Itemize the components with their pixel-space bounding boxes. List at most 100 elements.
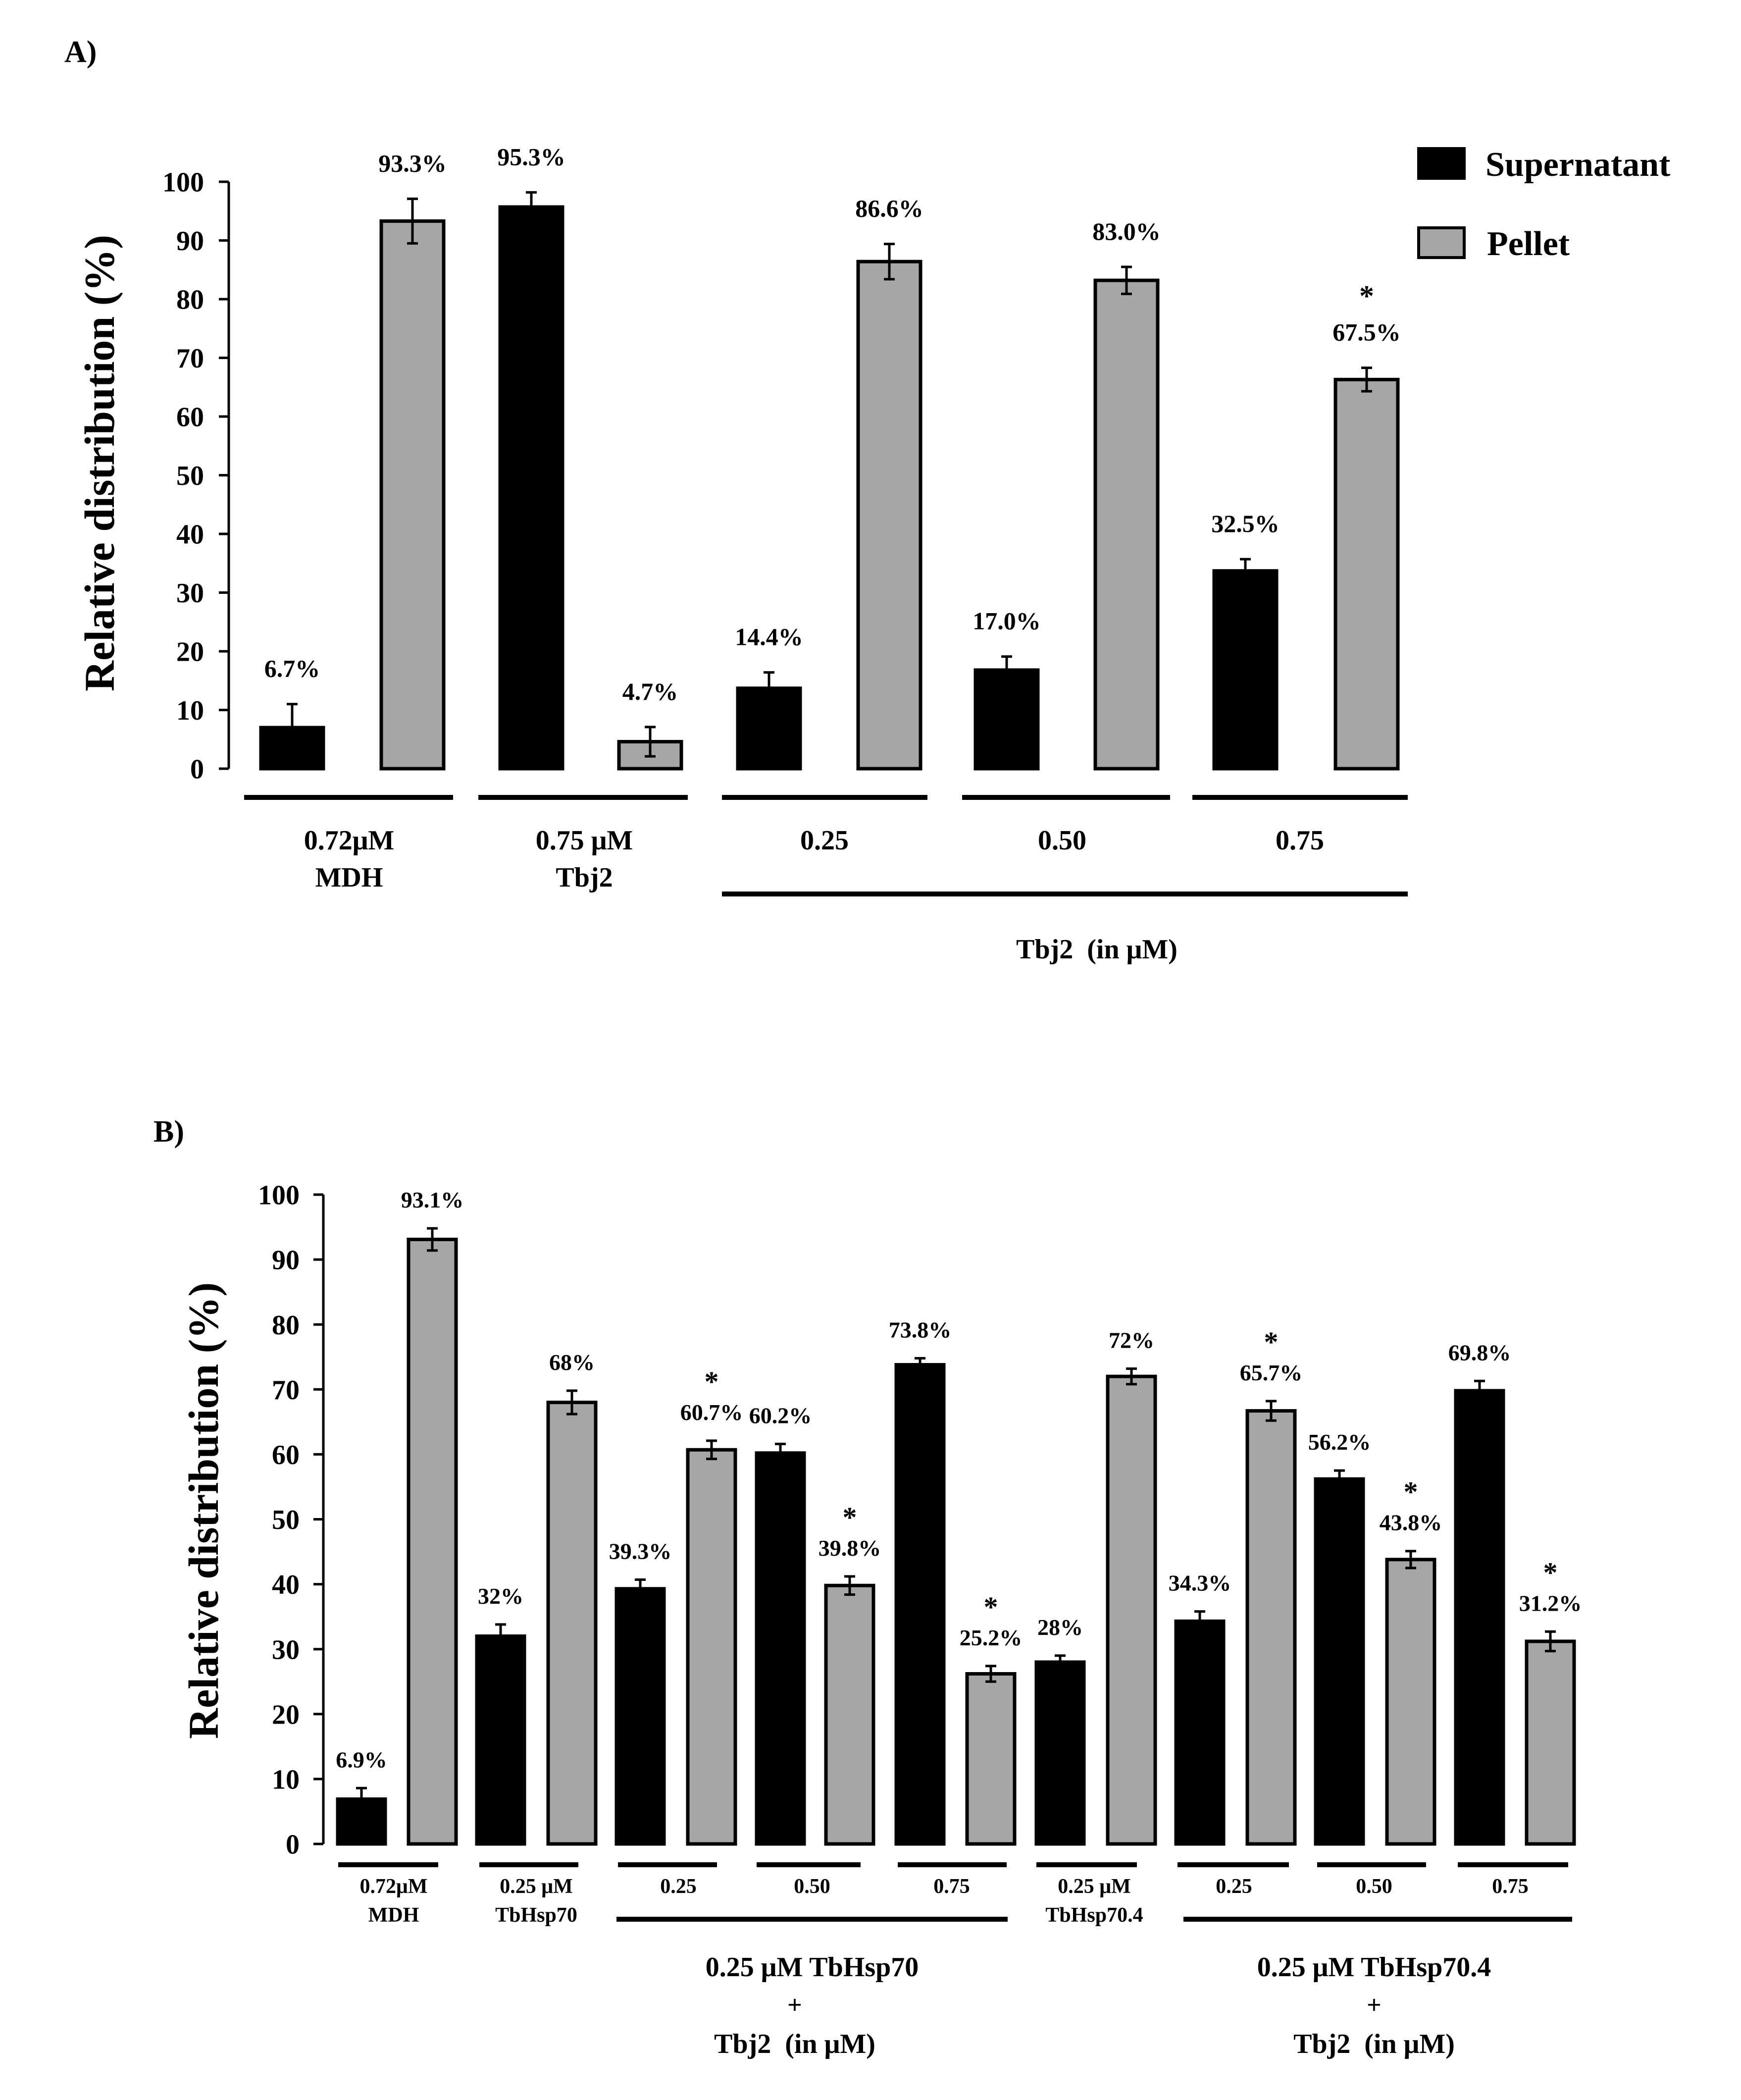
bar-pellet [1525,1639,1576,1846]
group-label-sub: Tbj2 [556,862,613,893]
group-label-sub: MDH [315,862,383,893]
group-label: 0.75 [1492,1875,1529,1898]
error-bar [884,243,895,281]
data-label: 69.8% [1448,1340,1511,1365]
y-tick-label: 50 [176,461,204,491]
error-bar [985,1665,996,1683]
data-label: 39.8% [819,1535,881,1561]
data-label: 39.3% [609,1538,672,1564]
error-bar [1055,1654,1066,1670]
panel-b-bracket-2-line-1: 0.25 μM TbHsp70.4 [1257,1952,1491,1983]
group-label: 0.50 [1038,825,1086,856]
group-label: 0.75 [933,1875,970,1898]
panel-a-bracket-label: Tbj2 (in μM) [1016,934,1178,965]
error-bar [1121,265,1132,295]
error-bar [844,1575,855,1596]
error-bar [635,1578,646,1599]
y-tick-label: 80 [272,1310,300,1341]
error-bar [1126,1367,1137,1386]
panel-a-groups: 0.72μM MDH 0.75 μM Tbj2 0.25 0.50 0.75 [244,795,1408,893]
legend: Supernatant Pellet [1417,146,1670,263]
data-label: 67.5% [1332,318,1401,346]
group-label: 0.25 μM [1058,1875,1130,1898]
error-bar [775,1442,786,1464]
data-label: 73.8% [889,1317,952,1342]
y-tick-label: 20 [176,637,204,668]
bar-pellet [407,1237,458,1846]
panel-b-groups: 0.72μM MDH 0.25 μM TbHsp70 0.25 0.50 0.75 0.25 … [338,1862,1568,1927]
bar-pellet [1106,1374,1157,1846]
panel-a-yaxis: 0 10 20 30 40 50 60 70 80 90 100 [162,167,230,785]
error-bar [1266,1400,1277,1422]
error-bar [407,197,418,245]
bar-pellet [546,1401,598,1846]
panel-b-bracket-2-line-2: + [1367,1991,1382,2019]
error-bar [1405,1550,1416,1570]
error-bar [1334,1469,1345,1489]
data-label: 28% [1037,1615,1083,1640]
error-bar [915,1357,925,1373]
data-label: 86.6% [855,195,923,222]
group-label-sub: TbHsp70 [495,1904,577,1927]
legend-label-supernatant: Supernatant [1485,146,1670,184]
data-label: 43.8% [1380,1510,1442,1535]
data-label: 4.7% [622,678,678,705]
bar-supernatant [1174,1619,1226,1846]
significance-star: * [1543,1556,1558,1588]
bar-supernatant [1034,1660,1086,1846]
data-label: 32% [478,1583,523,1609]
group-label: 0.72μM [304,825,395,856]
panel-a-ylabel: Relative distribution (%) [76,235,123,691]
error-bar [526,191,537,223]
y-tick-label: 10 [272,1765,300,1795]
data-label: 17.0% [973,607,1041,635]
bar-pellet [1093,278,1160,771]
error-bar [1240,558,1251,584]
y-tick-label: 40 [272,1570,300,1600]
significance-star: * [1264,1326,1279,1358]
panel-a: A) Relative distribution (%) 0 10 20 30 40 50… [64,35,1408,965]
y-tick-label: 10 [176,695,204,726]
bar-supernatant [614,1587,666,1846]
bar-supernatant [498,205,564,771]
data-label: 93.1% [401,1187,464,1212]
data-label: 60.2% [749,1403,812,1428]
group-label: 0.50 [1356,1875,1392,1898]
panel-b-yaxis: 0 10 20 30 40 50 60 70 80 90 100 [258,1180,325,1860]
y-tick-label: 100 [258,1180,300,1211]
data-label: 6.7% [264,655,320,682]
bar-pellet [379,219,446,771]
data-label: 68% [549,1350,595,1375]
y-tick-label: 90 [272,1245,300,1276]
panel-b-bracket-2-line-3: Tbj2 (in μM) [1293,2029,1455,2059]
panel-b: B) Relative distribution (%) 0 10 20 30 40 50… [154,1115,1582,2059]
group-label: 0.25 [1216,1875,1252,1898]
y-tick-label: 60 [176,402,204,433]
y-tick-label: 90 [176,226,204,257]
significance-star: * [843,1501,857,1533]
bar-pellet [824,1583,875,1846]
group-label: 0.25 μM [500,1875,572,1898]
error-bar [566,1389,577,1416]
data-label: 60.7% [680,1400,743,1425]
bar-supernatant [1454,1389,1505,1846]
data-label: 25.2% [960,1625,1023,1650]
panel-a-label: A) [64,35,97,69]
error-bar [706,1439,717,1461]
error-bar [1474,1379,1485,1402]
legend-label-pellet: Pellet [1487,225,1570,263]
bar-pellet [1245,1409,1297,1846]
panel-b-bracket-1-line-1: 0.25 μM TbHsp70 [706,1952,919,1983]
bar-pellet [965,1672,1017,1846]
y-tick-label: 0 [190,754,204,785]
y-tick-label: 0 [286,1830,300,1860]
y-tick-label: 80 [176,285,204,315]
legend-swatch-pellet [1417,226,1466,259]
bar-pellet [1385,1558,1436,1846]
data-label: 95.3% [497,143,565,170]
group-label: 0.75 [1276,825,1324,856]
data-label: 32.5% [1211,510,1280,537]
panel-b-label: B) [154,1115,184,1149]
panel-b-ylabel: Relative distribution (%) [180,1282,227,1739]
